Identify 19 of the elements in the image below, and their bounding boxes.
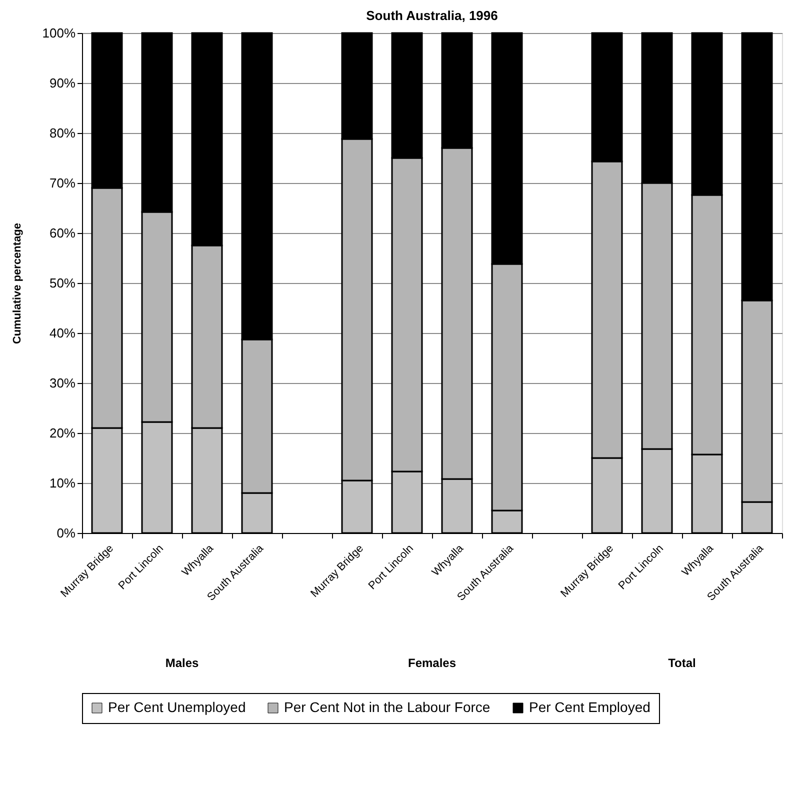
text: Females [408, 656, 456, 670]
y-tick-label: 60% [49, 226, 76, 240]
y-tick-label: 30% [49, 376, 76, 390]
y-tick-label: 50% [49, 276, 76, 290]
text: Total [668, 656, 696, 670]
legend-label: Per Cent Not in the Labour Force [284, 699, 490, 715]
y-tick-label: 100% [42, 26, 76, 40]
y-tick-label: 70% [49, 176, 76, 190]
legend-label: Per Cent Employed [529, 699, 650, 715]
y-tick-label: 40% [49, 326, 76, 340]
legend-label: Per Cent Unemployed [108, 699, 246, 715]
y-tick-label: 80% [49, 126, 76, 140]
y-tick-label: 10% [49, 476, 76, 490]
text: Males [165, 656, 199, 670]
y-tick-label: 90% [49, 76, 76, 90]
y-axis-title: Cumulative percentage [11, 222, 24, 344]
chart-title: South Australia, 1996 [366, 8, 498, 23]
y-tick-label: 0% [56, 526, 76, 540]
y-tick-label: 20% [49, 426, 76, 440]
